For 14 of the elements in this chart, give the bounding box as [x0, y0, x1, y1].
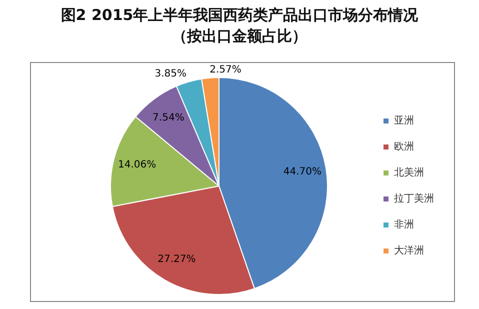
chart-subtitle: （按出口金额占比）: [171, 26, 308, 47]
data-label: 7.54%: [152, 112, 184, 124]
legend-label: 欧洲: [394, 140, 414, 153]
data-label: 44.70%: [283, 166, 322, 178]
legend-label: 亚洲: [394, 114, 414, 127]
data-label: 27.27%: [158, 254, 196, 265]
data-label: 2.57%: [210, 64, 242, 76]
legend-label: 拉丁美洲: [394, 192, 434, 205]
data-label: 3.85%: [154, 68, 187, 80]
legend-label: 大洋洲: [394, 244, 424, 257]
legend-label: 非洲: [394, 218, 414, 231]
legend-label: 北美洲: [394, 166, 424, 179]
data-label: 14.06%: [118, 160, 156, 171]
chart-title: 图2 2015年上半年我国西药类产品出口市场分布情况: [60, 5, 420, 26]
